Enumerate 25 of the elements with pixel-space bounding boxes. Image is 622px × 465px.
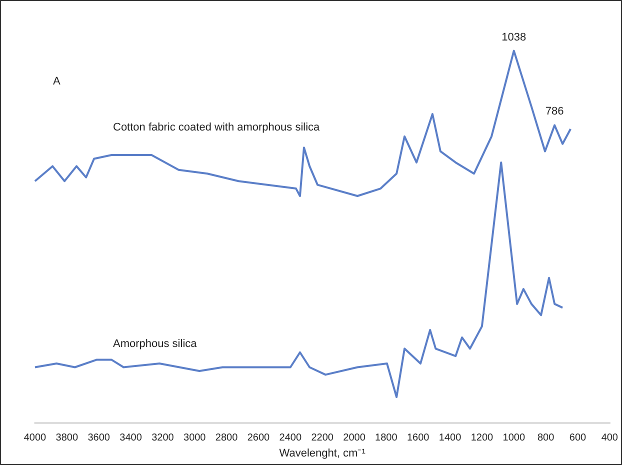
annotation: A [53,76,61,88]
series-label: Amorphous silica [113,338,198,350]
x-tick-label: 800 [537,432,555,444]
x-tick-label: 2600 [247,432,270,444]
x-axis-title: Wavelenght, cm⁻¹ [279,448,366,460]
x-tick-label: 3000 [184,432,206,444]
annotation: 786 [545,106,564,118]
x-tick-label: 600 [569,432,587,444]
x-tick-label: 2800 [215,432,238,444]
x-tick-label: 3800 [56,432,78,444]
x-tick-label: 1200 [470,432,494,444]
x-tick-label: 4000 [24,432,47,444]
x-tick-label: 2200 [311,432,334,444]
x-tick-label: 3400 [120,432,142,444]
x-tick-label: 2000 [343,432,366,444]
annotation: 1038 [502,31,526,44]
x-tick-label: 1600 [406,432,430,444]
x-tick-label: 1000 [502,432,526,444]
series-label: Cotton fabric coated with amorphous silica [113,122,321,134]
x-tick-label: 2400 [279,432,302,444]
x-tick-label: 3600 [88,432,110,444]
x-tick-label: 400 [601,432,618,444]
x-tick-label: 1400 [438,432,462,444]
x-tick-label: 1800 [375,432,398,444]
x-tick-label: 3200 [152,432,174,444]
